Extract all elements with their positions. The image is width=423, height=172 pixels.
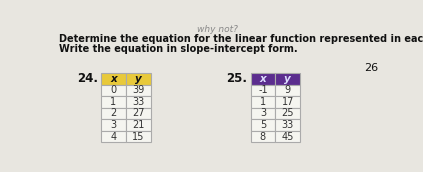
Bar — [250, 131, 275, 142]
Text: y: y — [135, 74, 142, 84]
Bar — [126, 85, 151, 96]
Text: 8: 8 — [260, 132, 266, 142]
Text: 25.: 25. — [226, 72, 247, 85]
Text: 45: 45 — [282, 132, 294, 142]
Bar — [250, 108, 275, 119]
Text: Write the equation in slope-intercept form.: Write the equation in slope-intercept fo… — [59, 44, 298, 54]
Bar — [275, 73, 300, 85]
Bar — [250, 73, 275, 85]
Text: 3: 3 — [260, 108, 266, 119]
Bar — [101, 108, 126, 119]
Text: 17: 17 — [282, 97, 294, 107]
Text: 15: 15 — [132, 132, 144, 142]
Text: x: x — [110, 74, 117, 84]
Bar — [275, 119, 300, 131]
Bar — [126, 108, 151, 119]
Bar — [250, 119, 275, 131]
Bar — [101, 73, 126, 85]
Text: y: y — [284, 74, 291, 84]
Bar — [275, 85, 300, 96]
Text: 9: 9 — [285, 85, 291, 95]
Text: 26: 26 — [364, 63, 379, 73]
Text: 33: 33 — [282, 120, 294, 130]
Text: Determine the equation for the linear function represented in each table.: Determine the equation for the linear fu… — [59, 35, 423, 45]
Bar — [101, 119, 126, 131]
Bar — [275, 96, 300, 108]
Bar — [126, 96, 151, 108]
Bar — [101, 131, 126, 142]
Bar — [275, 108, 300, 119]
Text: 2: 2 — [110, 108, 116, 119]
Bar — [250, 96, 275, 108]
Text: 1: 1 — [260, 97, 266, 107]
Text: 27: 27 — [132, 108, 144, 119]
Bar — [126, 131, 151, 142]
Bar — [101, 96, 126, 108]
Bar — [101, 85, 126, 96]
Text: why not?: why not? — [197, 25, 238, 34]
Text: 39: 39 — [132, 85, 144, 95]
Text: 3: 3 — [110, 120, 116, 130]
Text: 24.: 24. — [77, 72, 98, 85]
Bar — [126, 73, 151, 85]
Bar — [126, 119, 151, 131]
Text: 0: 0 — [110, 85, 116, 95]
Text: 5: 5 — [260, 120, 266, 130]
Text: -1: -1 — [258, 85, 268, 95]
Text: 1: 1 — [110, 97, 116, 107]
Text: 21: 21 — [132, 120, 144, 130]
Text: x: x — [260, 74, 266, 84]
Bar — [275, 131, 300, 142]
Text: 25: 25 — [281, 108, 294, 119]
Text: 33: 33 — [132, 97, 144, 107]
Text: 4: 4 — [110, 132, 116, 142]
Bar — [250, 85, 275, 96]
